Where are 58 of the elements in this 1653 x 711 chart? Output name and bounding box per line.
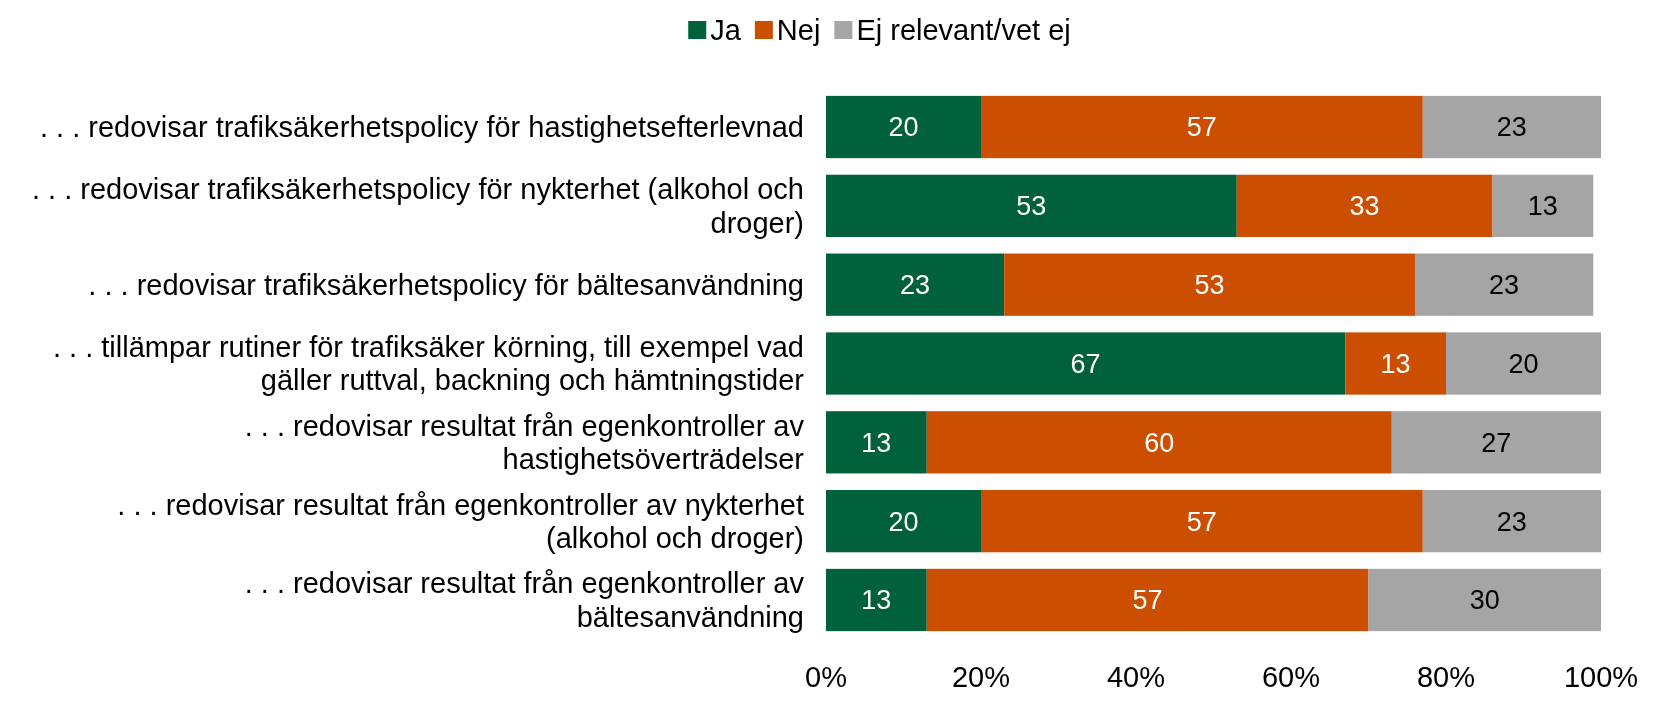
data-label: 53 <box>1016 191 1047 222</box>
x-tick-label: 0% <box>805 661 847 693</box>
data-label: 13 <box>1380 348 1411 379</box>
data-label: 33 <box>1349 191 1380 222</box>
bar <box>826 411 927 474</box>
bar <box>826 253 1005 316</box>
y-tick-label: . . . redovisar resultat från egenkontroller av bältesanvändning <box>244 567 805 633</box>
data-label: 57 <box>1132 585 1163 616</box>
data-label: 53 <box>1194 270 1225 301</box>
bar <box>826 568 927 632</box>
data-label: 30 <box>1469 585 1500 616</box>
bar <box>1492 174 1594 237</box>
bar <box>981 95 1423 159</box>
y-tick-label: . . . tillämpar rutiner för trafiksäker körning, till exempel vad gäller ruttval, backning och hämtningstider <box>52 330 805 397</box>
legend-label: Ej relevant/vet ej <box>856 14 1071 47</box>
bar <box>1391 411 1601 474</box>
y-tick-label: . . . redovisar resultat från egenkontroller av nykterhet (alkohol och droger) <box>117 488 804 554</box>
bar <box>926 568 1369 632</box>
y-tick-label: . . . redovisar trafiksäkerhetspolicy för bältesanvändning <box>88 268 804 301</box>
x-tick-label: 80% <box>1416 661 1476 693</box>
data-label: 57 <box>1186 506 1217 537</box>
data-label: 57 <box>1186 112 1217 143</box>
data-label: 27 <box>1481 427 1512 458</box>
x-tick-label: 40% <box>1106 661 1166 693</box>
data-label: 20 <box>888 112 919 143</box>
y-tick-label: . . . redovisar trafiksäkerhetspolicy för hastighetsefterlevnad <box>39 111 804 144</box>
bar <box>826 332 1346 395</box>
legend-label: Ja <box>710 14 742 47</box>
bar <box>826 490 981 553</box>
data-label: 23 <box>1489 270 1520 301</box>
y-tick-label: . . . redovisar trafiksäkerhetspolicy för nykterhet (alkohol och droger) <box>31 173 804 239</box>
data-label: 23 <box>1496 506 1527 537</box>
x-tick-label: 100% <box>1563 661 1639 693</box>
bar <box>1415 253 1594 316</box>
bar <box>1236 174 1493 237</box>
bar <box>826 95 981 159</box>
bar <box>1422 490 1601 553</box>
data-label: 20 <box>1508 348 1539 379</box>
data-label: 20 <box>888 506 919 537</box>
bar <box>981 490 1423 553</box>
data-label: 67 <box>1070 348 1101 379</box>
legend-label: Nej <box>776 14 821 47</box>
x-tick-label: 20% <box>951 661 1011 693</box>
bar <box>1004 253 1415 316</box>
y-tick-label: . . . redovisar resultat från egenkontroller av hastighetsöverträdelser <box>244 409 805 476</box>
data-label: 23 <box>900 270 931 301</box>
data-label: 13 <box>1527 191 1558 222</box>
bar <box>926 411 1392 474</box>
x-tick-label: 60% <box>1261 661 1321 693</box>
bar <box>1368 568 1601 632</box>
data-label: 13 <box>861 585 892 616</box>
bar <box>1446 332 1601 395</box>
bar <box>826 174 1237 237</box>
data-label: 60 <box>1144 427 1175 458</box>
bar <box>1422 95 1601 159</box>
data-label: 13 <box>861 427 892 458</box>
bar <box>1345 332 1446 395</box>
data-label: 23 <box>1496 112 1527 143</box>
